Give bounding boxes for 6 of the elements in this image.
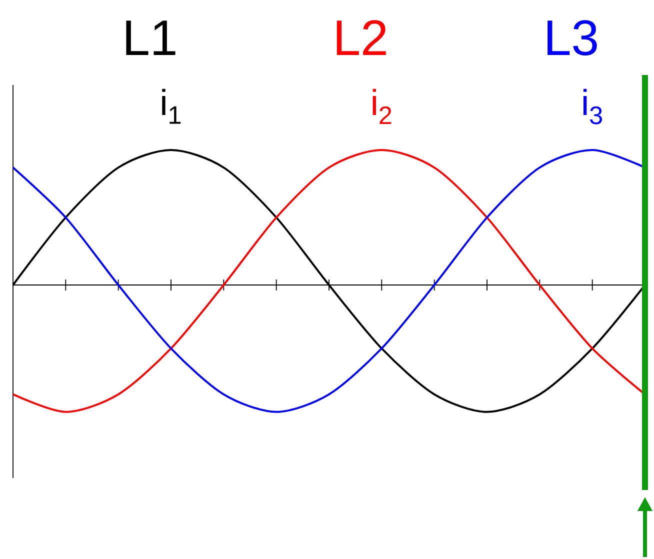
text: L3 [548,20,597,56]
text: L1 [126,20,176,55]
series-label: i$_{1}$ [162,88,181,124]
text: L2 [336,20,386,55]
series-label: i$_{2}$ [372,88,392,124]
series-label: i$_{3}$ [583,88,602,124]
